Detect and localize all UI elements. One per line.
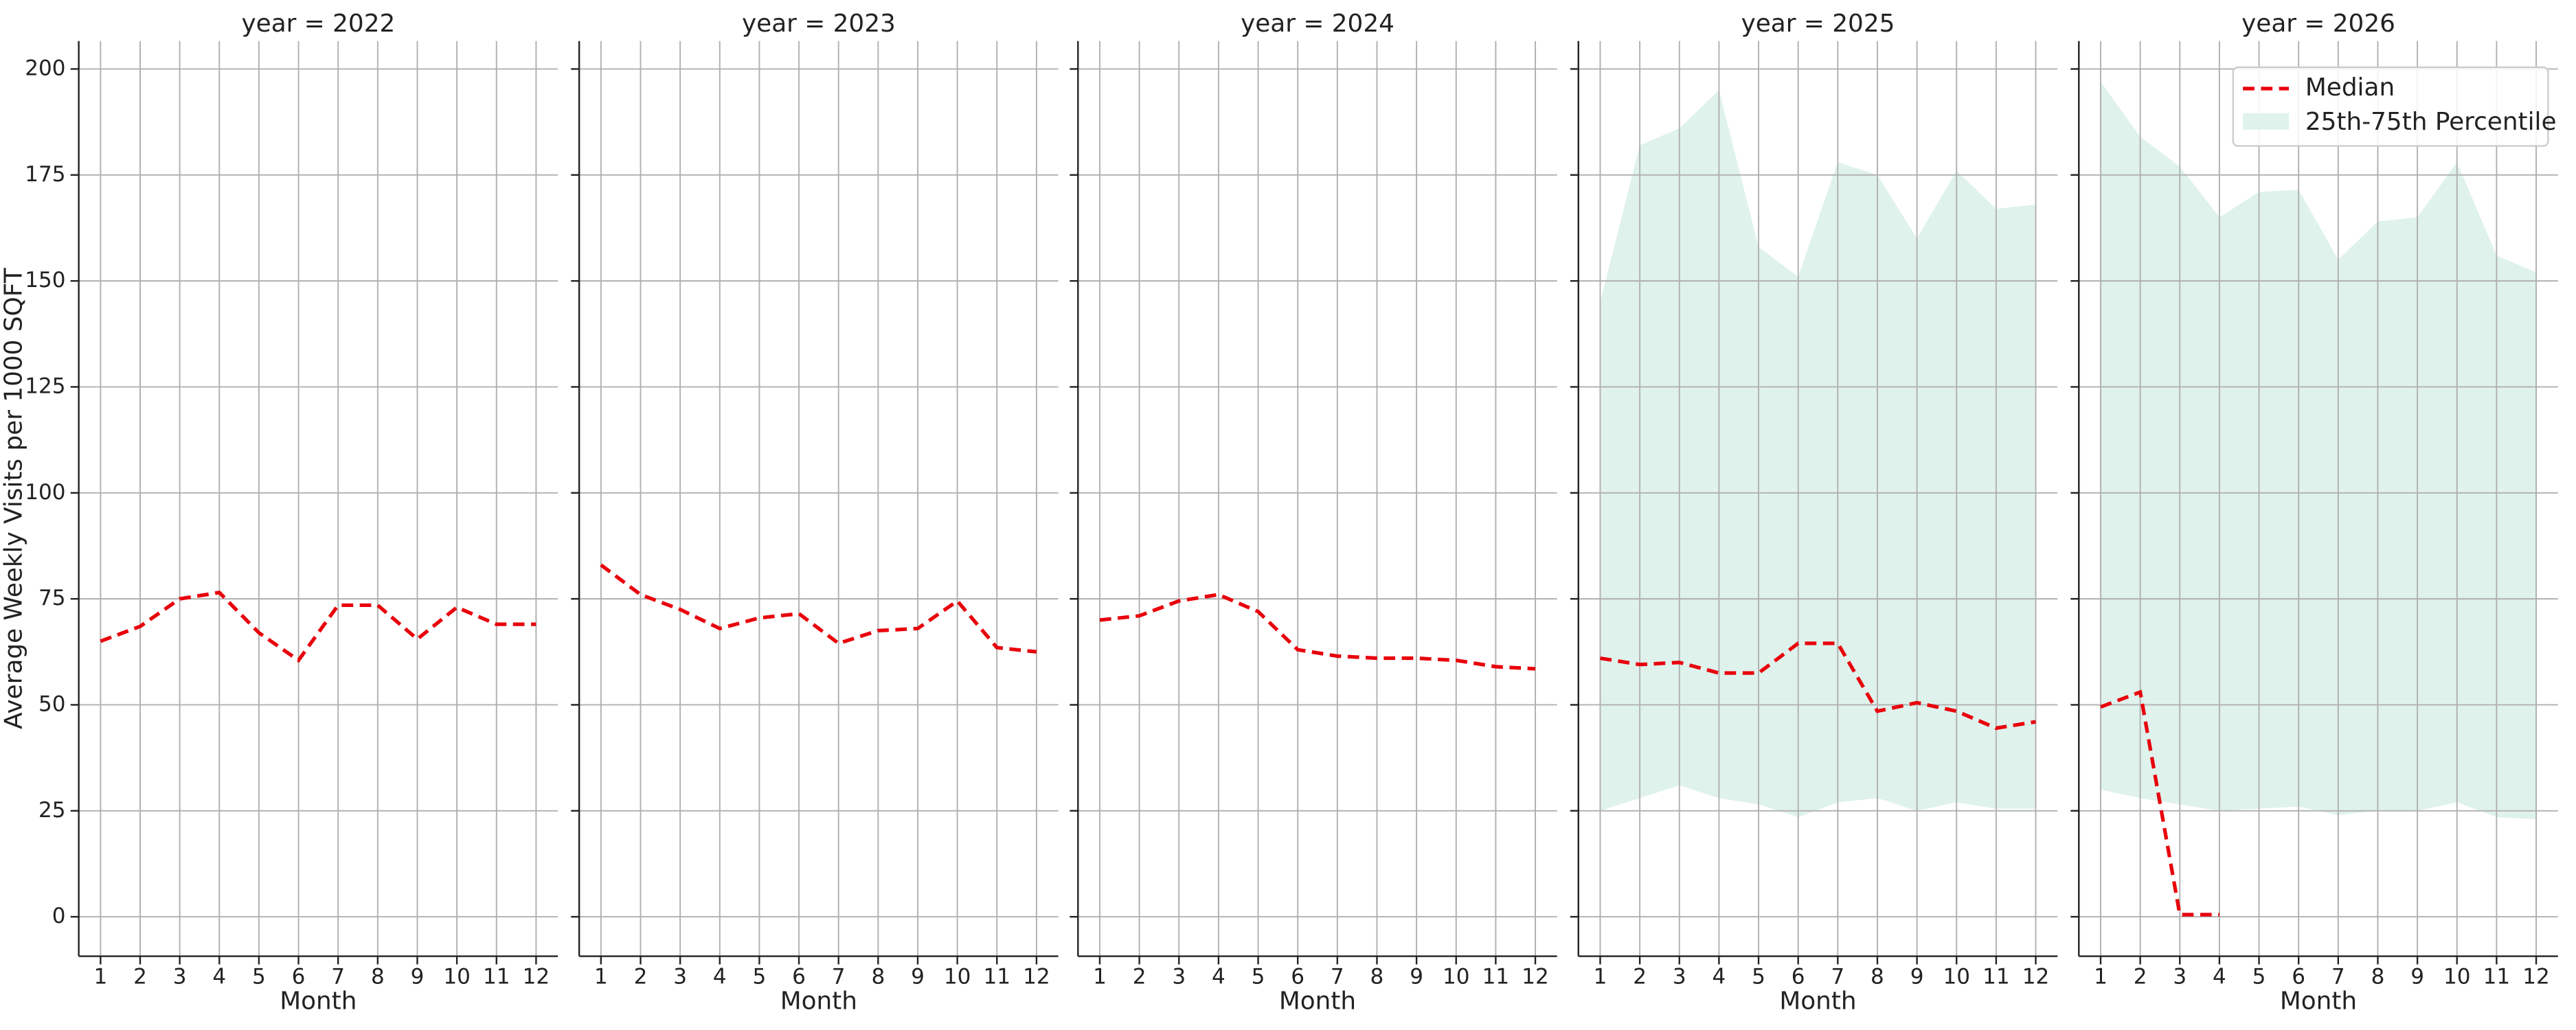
x-tick-label: 3 — [1172, 965, 1186, 989]
panel-title: year = 2025 — [1741, 10, 1895, 38]
panel-title: year = 2023 — [742, 10, 896, 38]
x-tick-label: 6 — [792, 965, 806, 989]
x-tick-label: 11 — [2483, 965, 2511, 989]
y-axis-label: Average Weekly Visits per 1000 SQFT — [0, 268, 27, 729]
y-tick-label: 175 — [25, 162, 65, 187]
x-tick-label: 12 — [2022, 965, 2050, 989]
x-tick-label: 12 — [2522, 965, 2550, 989]
x-tick-label: 3 — [1673, 965, 1686, 989]
x-axis-label: Month — [280, 987, 357, 1015]
percentile-band — [1600, 90, 2036, 818]
x-tick-label: 2 — [634, 965, 648, 989]
x-tick-label: 7 — [2331, 965, 2345, 989]
panel-title: year = 2026 — [2241, 10, 2395, 38]
x-tick-label: 8 — [871, 965, 885, 989]
median-line — [600, 563, 1037, 654]
x-tick-label: 10 — [1443, 965, 1470, 989]
y-tick-label: 75 — [38, 586, 66, 610]
x-tick-label: 3 — [673, 965, 687, 989]
x-axis-label: Month — [2280, 987, 2357, 1015]
x-tick-label: 11 — [984, 965, 1011, 989]
legend-swatch — [2243, 113, 2290, 130]
y-tick-label: 125 — [25, 374, 65, 398]
x-tick-label: 7 — [1331, 965, 1344, 989]
x-tick-label: 4 — [2213, 965, 2226, 989]
x-tick-label: 2 — [2134, 965, 2147, 989]
x-tick-label: 5 — [2252, 965, 2266, 989]
x-tick-label: 10 — [443, 965, 471, 989]
median-line — [1600, 641, 2036, 731]
x-tick-label: 2 — [1133, 965, 1146, 989]
x-tick-label: 1 — [1093, 965, 1107, 989]
x-tick-label: 9 — [2410, 965, 2424, 989]
x-tick-label: 5 — [252, 965, 266, 989]
x-tick-label: 5 — [1252, 965, 1265, 989]
median-line — [1099, 593, 1536, 671]
x-tick-label: 9 — [911, 965, 925, 989]
x-tick-label: 10 — [944, 965, 971, 989]
legend-label: 25th-75th Percentile — [2305, 108, 2557, 136]
y-tick-label: 100 — [25, 480, 65, 505]
panel-title: year = 2022 — [241, 10, 395, 38]
median-line — [100, 591, 536, 663]
x-tick-label: 1 — [594, 965, 608, 989]
x-tick-label: 7 — [1831, 965, 1844, 989]
x-tick-label: 6 — [1792, 965, 1805, 989]
x-tick-label: 7 — [832, 965, 846, 989]
x-axis-label: Month — [780, 987, 857, 1015]
x-tick-label: 1 — [1594, 965, 1607, 989]
x-tick-label: 4 — [1713, 965, 1726, 989]
x-tick-label: 11 — [1982, 965, 2010, 989]
x-tick-label: 3 — [173, 965, 187, 989]
x-tick-label: 2 — [1633, 965, 1647, 989]
x-tick-label: 11 — [483, 965, 510, 989]
x-tick-label: 4 — [212, 965, 226, 989]
x-tick-label: 8 — [1871, 965, 1884, 989]
y-tick-label: 200 — [25, 56, 65, 80]
y-tick-label: 25 — [38, 798, 66, 823]
x-tick-label: 2 — [133, 965, 147, 989]
legend-box — [2232, 66, 2549, 147]
x-tick-label: 7 — [331, 965, 345, 989]
x-tick-label: 8 — [1370, 965, 1384, 989]
x-tick-label: 6 — [292, 965, 306, 989]
x-tick-label: 3 — [2173, 965, 2187, 989]
x-tick-label: 6 — [1291, 965, 1304, 989]
legend-label: Median — [2305, 73, 2395, 102]
x-tick-label: 1 — [2094, 965, 2108, 989]
x-tick-label: 6 — [2292, 965, 2305, 989]
legend: Median 25th-75th Percentile — [2232, 66, 2557, 147]
x-tick-label: 10 — [2443, 965, 2471, 989]
x-tick-label: 5 — [753, 965, 767, 989]
x-tick-label: 9 — [1910, 965, 1924, 989]
x-axis-label: Month — [1779, 987, 1856, 1015]
x-tick-label: 4 — [713, 965, 727, 989]
percentile-band — [2100, 81, 2537, 820]
x-tick-label: 10 — [1943, 965, 1970, 989]
x-axis-label: Month — [1279, 987, 1356, 1015]
x-tick-label: 5 — [1752, 965, 1765, 989]
panel-title: year = 2024 — [1241, 10, 1394, 38]
x-tick-label: 12 — [1023, 965, 1050, 989]
y-tick-label: 150 — [25, 268, 65, 293]
x-tick-label: 8 — [371, 965, 385, 989]
y-tick-label: 0 — [52, 904, 66, 928]
y-tick-label: 50 — [38, 691, 66, 716]
x-tick-label: 9 — [411, 965, 425, 989]
x-tick-label: 4 — [1212, 965, 1225, 989]
x-tick-label: 12 — [523, 965, 550, 989]
x-tick-label: 12 — [1522, 965, 1549, 989]
median-line — [2100, 689, 2219, 917]
x-tick-label: 1 — [93, 965, 107, 989]
x-tick-label: 11 — [1482, 965, 1510, 989]
x-tick-label: 9 — [1410, 965, 1423, 989]
x-tick-label: 8 — [2371, 965, 2385, 989]
